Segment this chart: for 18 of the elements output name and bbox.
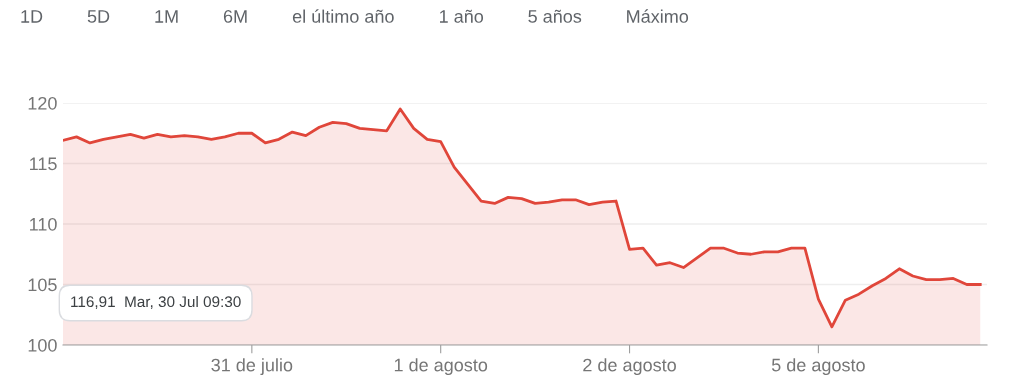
text: 1M <box>155 10 178 23</box>
text: el último año <box>292 9 394 23</box>
text: 6M <box>223 10 247 23</box>
text: 5 años <box>528 9 582 23</box>
y-tick-label: 110 <box>30 217 57 231</box>
text: 1 año <box>440 9 484 23</box>
y-tick-label: 120 <box>28 96 57 110</box>
y-tick-label: 100 <box>28 338 57 352</box>
text: Máximo <box>627 9 689 23</box>
annotation: 116,91 Mar, 30 Jul 09:30 <box>71 295 241 309</box>
x-tick-label: 5 de agosto <box>771 358 865 376</box>
x-tick-label: 2 de agosto <box>583 358 676 376</box>
x-tick-label: 1 de agosto <box>394 358 488 376</box>
x-tick-label: 31 de julio <box>211 358 293 376</box>
y-tick-label: 115 <box>30 157 57 171</box>
text: 1D <box>21 10 43 23</box>
text: 5D <box>87 10 110 23</box>
y-tick-label: 105 <box>28 278 57 292</box>
